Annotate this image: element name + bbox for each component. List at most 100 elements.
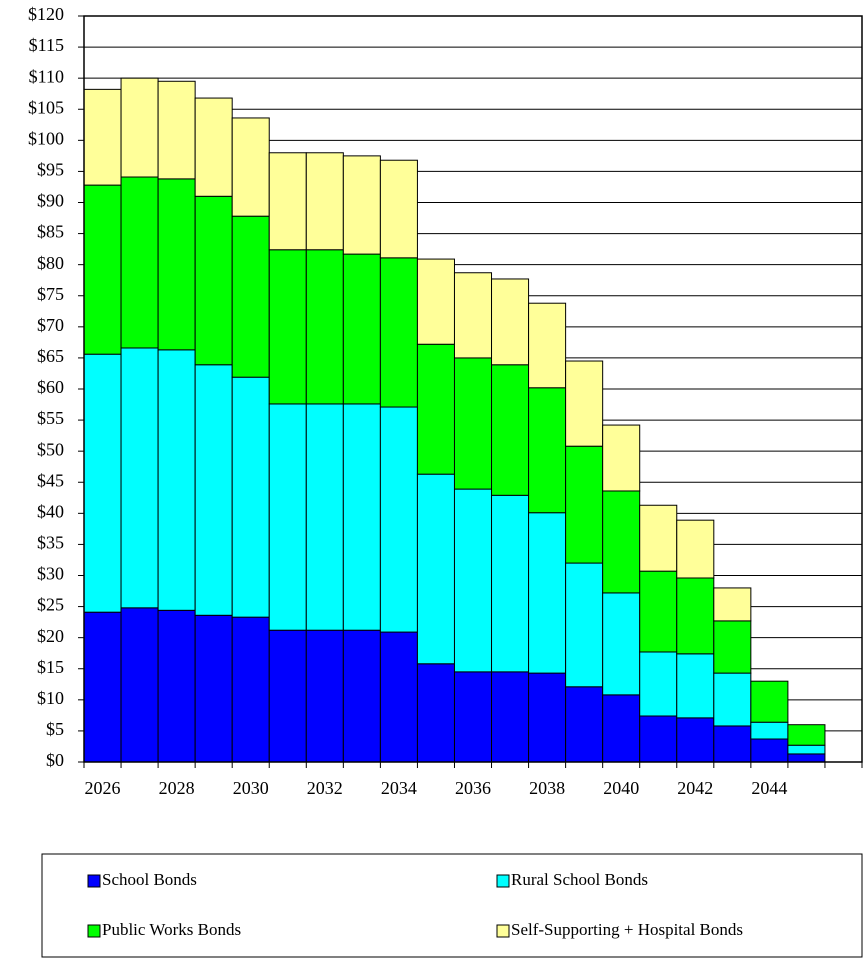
bar-segment <box>157 178 196 351</box>
y-tick-label: $75 <box>37 284 64 304</box>
bar-segment <box>305 629 344 763</box>
y-tick-label: $25 <box>37 595 64 615</box>
bar-segment <box>194 364 233 616</box>
bar-segment <box>268 249 307 405</box>
bar-segment <box>713 620 752 674</box>
bar-segment <box>120 607 159 763</box>
legend-box <box>41 853 863 958</box>
bar-segment <box>750 721 789 740</box>
x-tick-label: 2034 <box>381 778 417 798</box>
bar-segment <box>491 364 530 496</box>
bar-segment <box>750 680 789 723</box>
legend-label: School Bonds <box>102 870 197 889</box>
x-tick-label: 2040 <box>603 778 639 798</box>
bar-segment <box>157 80 196 180</box>
bar-segment <box>194 97 233 197</box>
bar-segment <box>268 629 307 763</box>
bar-segment <box>342 403 381 631</box>
bar-segment <box>194 614 233 763</box>
bar-segment <box>602 424 641 492</box>
bar-segment <box>565 445 604 564</box>
bar-segment <box>602 490 641 594</box>
x-tick-label: 2042 <box>677 778 713 798</box>
x-tick-label: 2032 <box>307 778 343 798</box>
legend-swatch <box>496 874 510 888</box>
bar-segment <box>713 725 752 763</box>
bar-segment <box>676 519 715 579</box>
bar-segment <box>342 155 381 255</box>
legend-label: Rural School Bonds <box>511 870 648 889</box>
bar-segment <box>83 611 122 763</box>
legend-label: Self-Supporting + Hospital Bonds <box>511 920 743 939</box>
bar-segment <box>639 504 678 572</box>
bar-segment <box>157 609 196 763</box>
y-tick-label: $45 <box>37 470 64 490</box>
y-tick-label: $35 <box>37 533 64 553</box>
y-tick-label: $65 <box>37 346 64 366</box>
bar-segment <box>83 353 122 613</box>
y-tick-label: $55 <box>37 408 64 428</box>
bar-segment <box>453 357 493 490</box>
y-tick-label: $115 <box>29 35 64 55</box>
bar-segment <box>639 570 678 653</box>
bar-segment <box>528 672 567 763</box>
bar-segment <box>83 88 122 186</box>
y-tick-label: $90 <box>37 191 64 211</box>
bar-segment <box>639 651 678 717</box>
bar-segment <box>379 406 418 633</box>
bar-segment <box>416 663 455 763</box>
y-tick-label: $95 <box>37 160 64 180</box>
y-tick-label: $0 <box>46 750 64 770</box>
bar-segment <box>342 253 381 405</box>
bar-segment <box>416 258 455 345</box>
bar-segment <box>528 302 567 389</box>
bar-segment <box>305 152 344 251</box>
y-tick-label: $10 <box>37 688 64 708</box>
x-tick-label: 2028 <box>159 778 195 798</box>
bar-segment <box>379 257 418 408</box>
bar-segment <box>676 653 715 719</box>
y-tick-label: $40 <box>37 501 64 521</box>
bar-segment <box>750 738 789 763</box>
bar-segment <box>565 686 604 763</box>
x-tick-label: 2038 <box>529 778 565 798</box>
bar-segment <box>379 159 418 259</box>
y-tick-label: $70 <box>37 315 64 335</box>
x-tick-label: 2044 <box>751 778 787 798</box>
y-tick-label: $50 <box>37 439 64 459</box>
legend-swatch <box>87 874 101 888</box>
bar-segment <box>453 488 493 673</box>
bar-segment <box>379 631 418 763</box>
bar-segment <box>602 694 641 763</box>
bar-segment <box>787 724 826 746</box>
bar-segment <box>416 343 455 475</box>
bar-segment <box>157 349 196 611</box>
y-tick-label: $120 <box>28 4 64 24</box>
bar-segment <box>565 562 604 688</box>
bar-segment <box>713 587 752 622</box>
bar-segment <box>713 672 752 727</box>
bar-segment <box>268 152 307 251</box>
bar-segment <box>491 494 530 673</box>
y-tick-label: $20 <box>37 626 64 646</box>
legend-swatch <box>496 924 510 938</box>
y-tick-label: $100 <box>28 128 64 148</box>
bar-segment <box>491 278 530 366</box>
bar-segment <box>565 360 604 447</box>
bar-segment <box>231 376 270 618</box>
bar-segment <box>491 671 530 763</box>
x-tick-label: 2036 <box>455 778 491 798</box>
y-tick-label: $80 <box>37 253 64 273</box>
bar-segment <box>416 473 455 665</box>
bar-segment <box>231 117 270 217</box>
bar-segment <box>83 184 122 355</box>
bar-segment <box>231 215 270 378</box>
bar-segment <box>231 616 270 763</box>
bar-segment <box>639 715 678 763</box>
bar-segment <box>120 176 159 349</box>
y-tick-label: $30 <box>37 564 64 584</box>
bar-segment <box>787 744 826 755</box>
bar-segment <box>305 403 344 631</box>
y-tick-label: $85 <box>37 222 64 242</box>
